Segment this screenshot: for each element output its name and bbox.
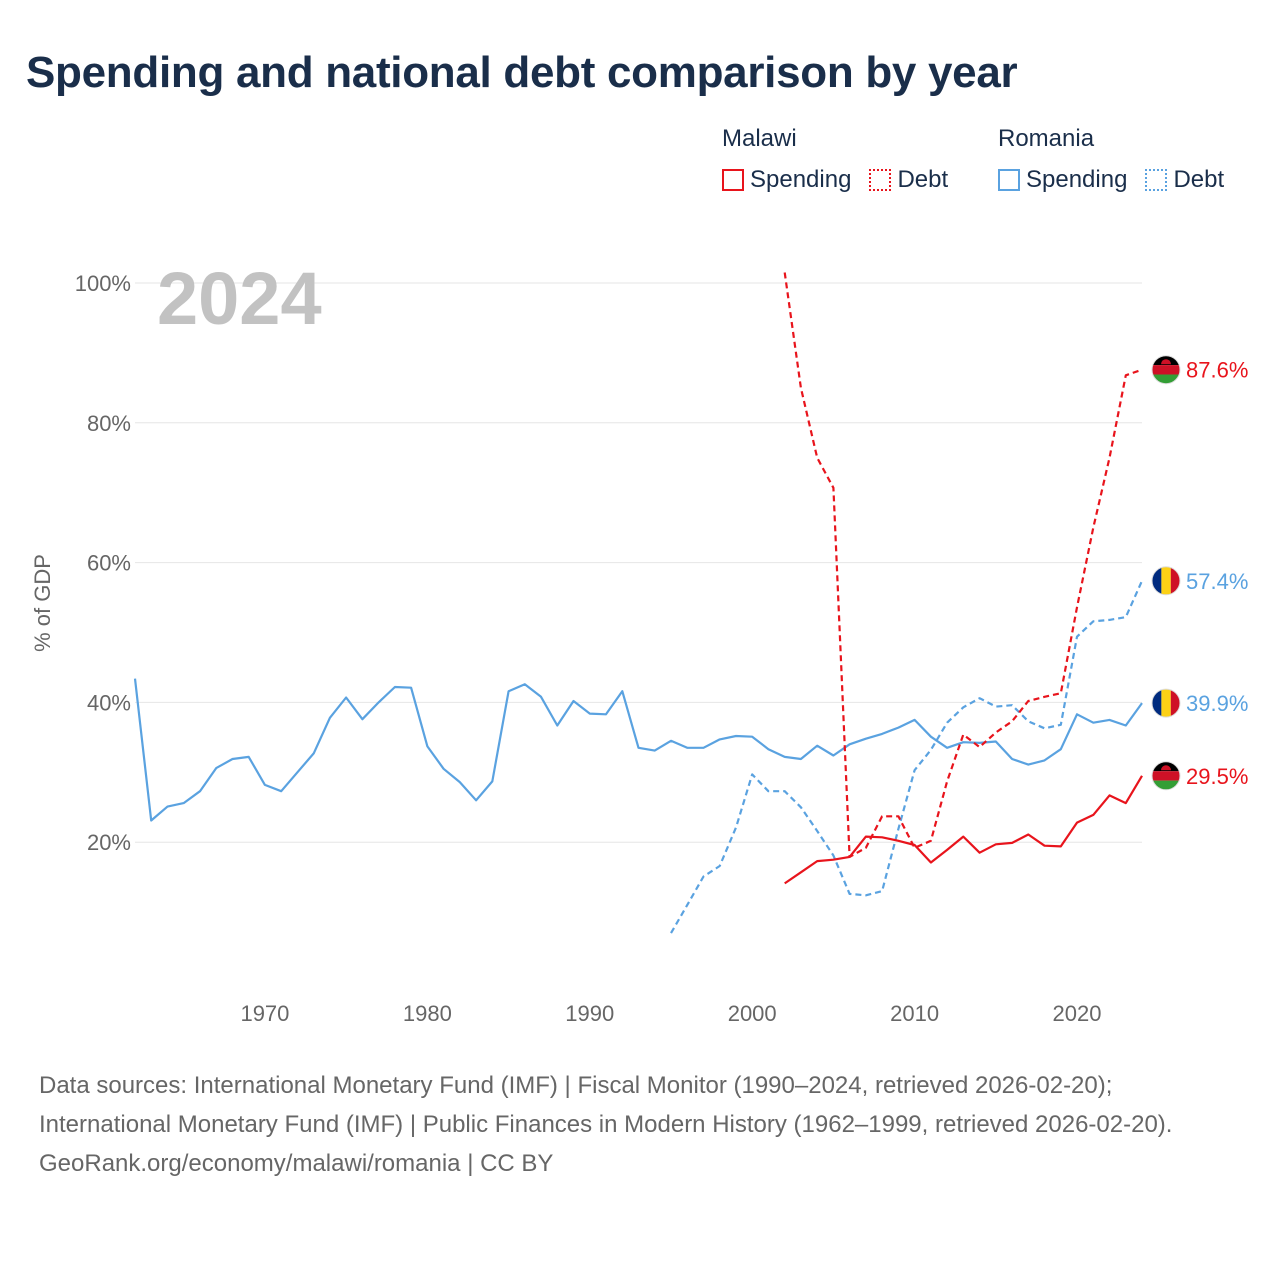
y-axis-ticks: 20% 40% 60% 80% 100% [75, 271, 131, 855]
legend-group-label-romania: Romania [998, 125, 1095, 152]
x-tick-label: 1970 [240, 1001, 289, 1026]
malawi-flag-icon [1151, 355, 1181, 385]
romania-flag-icon [1151, 688, 1181, 718]
y-tick-label: 100% [75, 271, 131, 296]
malawi-flag-icon [1151, 761, 1181, 791]
y-tick-label: 60% [87, 551, 131, 576]
solid-line-swatch-icon [722, 169, 744, 191]
series-line-malawi-debt[interactable] [783, 272, 1143, 858]
end-value-label: 57.4% [1186, 569, 1248, 594]
y-tick-label: 80% [87, 411, 131, 436]
x-tick-label: 1980 [403, 1001, 452, 1026]
x-tick-label: 2010 [890, 1001, 939, 1026]
footer: Data sources: International Monetary Fun… [39, 1066, 1239, 1183]
gridlines [135, 282, 1142, 843]
x-tick-label: 2020 [1053, 1001, 1102, 1026]
series-line-romania-debt[interactable] [670, 580, 1144, 934]
legend-item-malawi-debt[interactable]: Debt [869, 166, 948, 194]
dotted-line-swatch-icon [869, 169, 892, 191]
chart-title: Spending and national debt comparison by… [26, 48, 1018, 97]
y-axis-title: % of GDP [30, 554, 55, 652]
end-value-label: 87.6% [1186, 358, 1248, 383]
x-tick-label: 2000 [728, 1001, 777, 1026]
series-line-romania-spending[interactable] [133, 678, 1143, 822]
legend-group-romania: Romania Spending Debt [998, 124, 1224, 194]
dotted-line-swatch-icon [1145, 169, 1168, 191]
legend-group-malawi: Malawi Spending Debt [722, 124, 966, 194]
data-sources: Data sources: International Monetary Fun… [39, 1072, 1173, 1138]
solid-line-swatch-icon [998, 169, 1020, 191]
x-tick-label: 1990 [565, 1001, 614, 1026]
legend-label-malawi-spending: Spending [750, 166, 852, 193]
year-watermark: 2024 [157, 257, 322, 340]
series-lines [133, 272, 1144, 934]
end-labels: 39.9% 57.4% 29.5% 87.6% [1151, 355, 1248, 791]
series-line-malawi-spending[interactable] [784, 775, 1143, 885]
legend-item-romania-debt[interactable]: Debt [1145, 166, 1224, 194]
legend-item-romania-spending[interactable]: Spending [998, 166, 1127, 194]
legend-label-romania-spending: Spending [1026, 166, 1128, 193]
credit-link[interactable]: GeoRank.org/economy/malawi/romania | CC … [39, 1150, 554, 1177]
line-chart: 20% 40% 60% 80% 100% 1970 1980 1990 2000 2010 202… [30, 257, 1248, 1026]
legend-group-label-malawi: Malawi [722, 125, 797, 152]
legend-label-romania-debt: Debt [1173, 166, 1225, 193]
x-axis-ticks: 1970 1980 1990 2000 2010 2020 [240, 1001, 1101, 1026]
y-tick-label: 40% [87, 690, 131, 715]
legend-label-malawi-debt: Debt [897, 166, 949, 193]
end-value-label: 39.9% [1186, 691, 1248, 716]
legend-item-malawi-spending[interactable]: Spending [722, 166, 851, 194]
end-value-label: 29.5% [1186, 764, 1248, 789]
romania-flag-icon [1151, 566, 1181, 596]
y-tick-label: 20% [87, 830, 131, 855]
